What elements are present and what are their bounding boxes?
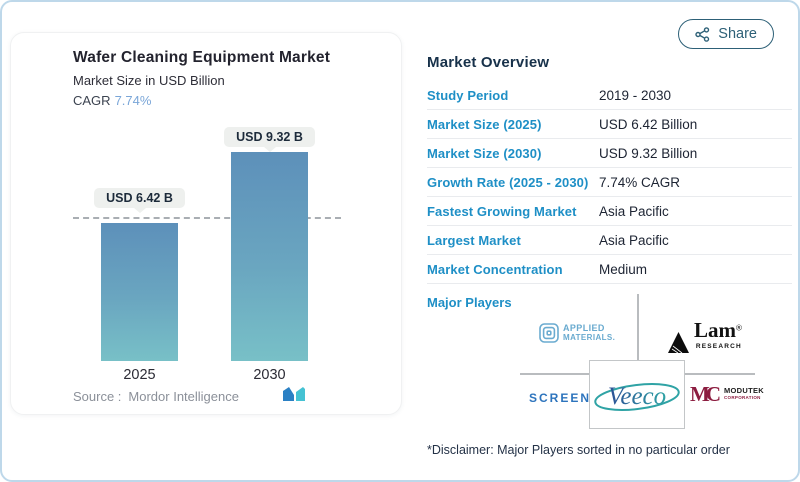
- table-row: Market Size (2025) USD 6.42 Billion: [427, 110, 792, 139]
- market-chart-card: Wafer Cleaning Equipment Market Market S…: [10, 32, 402, 415]
- cagr-label: CAGR: [73, 93, 111, 108]
- row-label: Market Concentration: [427, 261, 563, 277]
- table-row: Market Size (2030) USD 9.32 Billion: [427, 139, 792, 168]
- screen-logo: SCREEN: [529, 391, 592, 405]
- row-label: Growth Rate (2025 - 2030): [427, 174, 589, 190]
- reference-dashed-line: [73, 217, 341, 219]
- applied-materials-icon: [539, 323, 559, 343]
- overview-heading: Market Overview: [427, 54, 550, 71]
- bar-2025: [101, 223, 178, 361]
- bar-2030: [231, 152, 308, 361]
- x-axis-label-2025: 2025: [123, 367, 156, 383]
- bar-callout-label: USD 9.32 B: [224, 127, 315, 147]
- applied-materials-logo: APPLIED MATERIALS.: [539, 323, 615, 343]
- share-button-label: Share: [718, 26, 757, 42]
- cagr-value: 7.74%: [114, 93, 152, 108]
- lam-sub: RESEARCH: [695, 343, 742, 350]
- cagr-line: CAGR 7.74%: [73, 93, 151, 108]
- row-value: 7.74% CAGR: [599, 174, 681, 190]
- players-grid-divider-left: [520, 373, 589, 375]
- row-label: Fastest Growing Market: [427, 203, 577, 219]
- mordor-intelligence-logo-icon: [281, 386, 307, 407]
- source-value: Mordor Intelligence: [128, 389, 239, 404]
- share-button[interactable]: Share: [678, 19, 774, 49]
- modutek-mc-icon: MC: [690, 382, 721, 406]
- source-label: Source :: [73, 389, 122, 404]
- modutek-name: MODUTEK: [724, 386, 765, 395]
- row-value: Medium: [599, 261, 648, 277]
- x-axis-label-2030: 2030: [253, 367, 286, 383]
- row-value: USD 9.32 Billion: [599, 145, 698, 161]
- table-row: Fastest Growing Market Asia Pacific: [427, 197, 792, 226]
- veeco-wordmark: Veeco: [608, 383, 666, 410]
- row-value: 2019 - 2030: [599, 87, 672, 103]
- row-label: Market Size (2030): [427, 145, 542, 161]
- players-grid-divider-right: [685, 373, 755, 375]
- veeco-logo: Veeco: [594, 383, 680, 411]
- row-label: Market Size (2025): [427, 116, 542, 132]
- row-value: Asia Pacific: [599, 203, 669, 219]
- major-players-label: Major Players: [427, 295, 512, 310]
- modutek-sub: CORPORATION: [724, 395, 761, 400]
- lam-research-logo: Lam® RESEARCH: [666, 318, 742, 354]
- share-icon: [695, 26, 710, 42]
- lam-name: Lam: [694, 318, 736, 342]
- veeco-logo-box: Veeco: [589, 360, 685, 429]
- applied-materials-text-1: APPLIED: [563, 323, 605, 333]
- row-value: USD 6.42 Billion: [599, 116, 698, 132]
- lam-research-icon: [666, 331, 691, 354]
- table-row: Market Concentration Medium: [427, 255, 792, 284]
- table-row: Study Period 2019 - 2030: [427, 81, 792, 110]
- source-row: Source : Mordor Intelligence: [73, 389, 239, 404]
- modutek-logo: MC MODUTEK CORPORATION: [690, 382, 765, 406]
- players-grid-divider-vertical: [637, 294, 639, 360]
- bar-callout-2025: USD 6.42 B: [94, 188, 185, 208]
- bar-callout-2030: USD 9.32 B: [224, 127, 315, 147]
- row-label: Largest Market: [427, 232, 521, 248]
- chart-subtitle: Market Size in USD Billion: [73, 73, 225, 88]
- disclaimer-text: *Disclaimer: Major Players sorted in no …: [427, 443, 730, 457]
- overview-table: Study Period 2019 - 2030 Market Size (20…: [427, 81, 792, 284]
- bar-callout-label: USD 6.42 B: [94, 188, 185, 208]
- lam-reg-mark: ®: [736, 323, 742, 333]
- row-value: Asia Pacific: [599, 232, 669, 248]
- table-row: Growth Rate (2025 - 2030) 7.74% CAGR: [427, 168, 792, 197]
- chart-title: Wafer Cleaning Equipment Market: [73, 49, 331, 66]
- applied-materials-text-2: MATERIALS.: [563, 333, 616, 342]
- table-row: Largest Market Asia Pacific: [427, 226, 792, 255]
- row-label: Study Period: [427, 87, 509, 103]
